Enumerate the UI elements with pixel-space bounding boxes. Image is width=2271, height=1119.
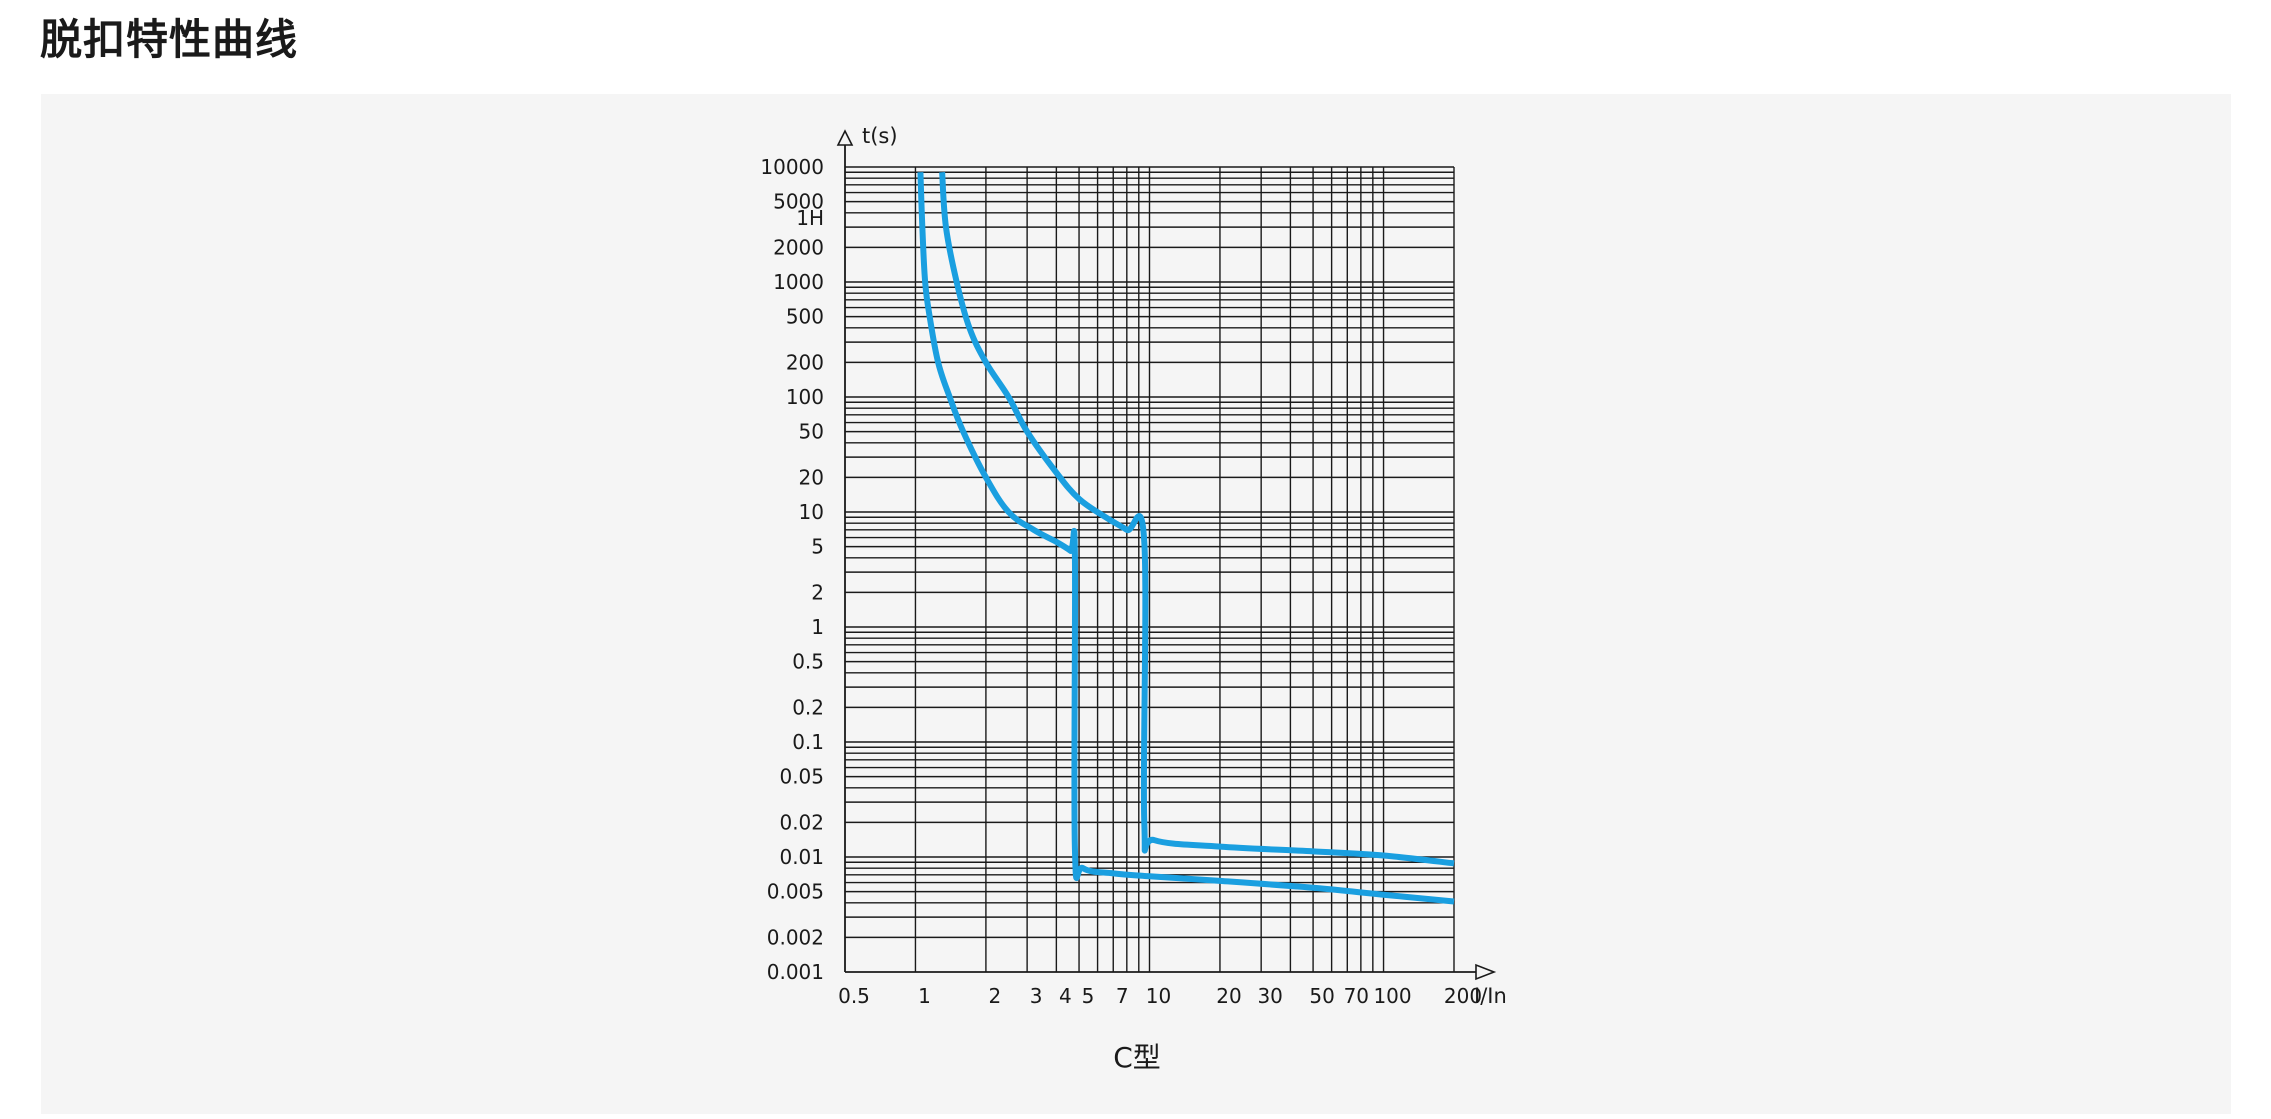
x-tick-label: 200 [1444, 984, 1482, 1008]
x-tick-label: 2 [989, 984, 1002, 1008]
x-tick-label: 5 [1082, 984, 1095, 1008]
x-tick-label: 100 [1373, 984, 1411, 1008]
chart-caption: C型 [1113, 1041, 1161, 1074]
x-tick-label: 0.5 [838, 984, 870, 1008]
y-tick-label: 0.02 [779, 810, 824, 834]
y-tick-label: 0.001 [767, 960, 824, 984]
x-tick-label: 20 [1216, 984, 1241, 1008]
y-tick-label: 0.005 [767, 880, 824, 904]
upper-limit-curve [939, 172, 1455, 867]
y-tick-label: 0.2 [792, 695, 824, 719]
y-tick-label: 0.05 [779, 765, 824, 789]
x-tick-label: 4 [1059, 984, 1072, 1008]
y-tick-label: 1 [811, 615, 824, 639]
y-tick-label: 0.5 [792, 650, 824, 674]
y-tick-label: 1000 [773, 270, 824, 294]
y-tick-label: 2 [811, 580, 824, 604]
y-tick-label: 10 [799, 500, 824, 524]
y-tick-label: 2000 [773, 235, 824, 259]
y-tick-label: 100 [786, 385, 824, 409]
axes [836, 129, 1497, 981]
tick-labels: t(s)I/In1000050001H200010005002001005020… [760, 124, 1506, 1008]
y-tick-label: 500 [786, 305, 824, 329]
y-tick-label: 5000 [773, 190, 824, 214]
y-tick-label: 5 [811, 535, 824, 559]
x-tick-label: 30 [1257, 984, 1282, 1008]
y-tick-label: 10000 [760, 155, 824, 179]
y-tick-label: 0.1 [792, 730, 824, 754]
x-tick-label: 10 [1146, 984, 1171, 1008]
y-tick-label: 0.01 [779, 845, 824, 869]
x-tick-label: 7 [1116, 984, 1129, 1008]
y-tick-label: 0.002 [767, 925, 824, 949]
x-tick-label: 70 [1344, 984, 1369, 1008]
y-tick-label: 20 [799, 465, 824, 489]
lower-limit-curve [917, 172, 1455, 905]
trip-curve-chart: t(s)I/In1000050001H200010005002001005020… [760, 124, 1506, 1008]
y-tick-label: 1H [796, 206, 824, 230]
x-tick-label: 1 [918, 984, 931, 1008]
x-tick-label: 3 [1030, 984, 1043, 1008]
x-axis-arrow-icon [1475, 963, 1497, 981]
curves [917, 172, 1455, 905]
x-axis-title: I/In [1474, 984, 1507, 1008]
page-title: 脱扣特性曲线 [40, 15, 299, 64]
y-axis-arrow-icon [836, 129, 854, 146]
x-tick-label: 50 [1309, 984, 1334, 1008]
chart-panel: t(s) I/In 10000 5000 1H 2000 1000 500 200 100 50 20… [41, 94, 2231, 1114]
y-tick-label: 200 [786, 350, 824, 374]
y-axis-title: t(s) [862, 124, 898, 148]
y-tick-label: 50 [799, 420, 824, 444]
